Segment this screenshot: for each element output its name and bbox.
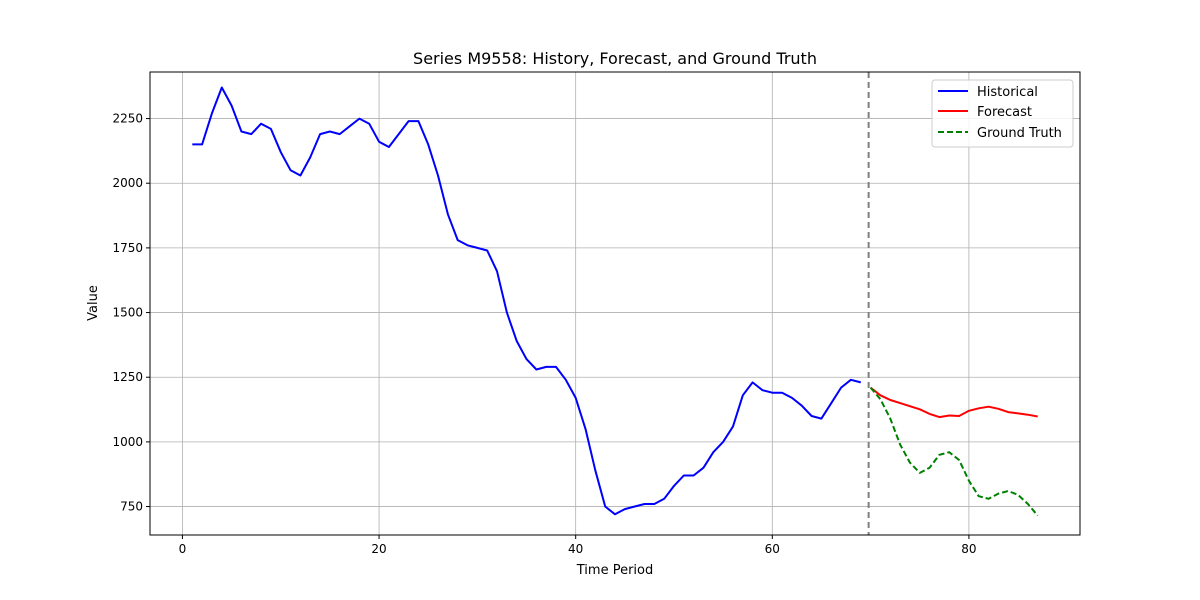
legend-label-historical: Historical bbox=[977, 85, 1038, 100]
x-axis-label: Time Period bbox=[576, 563, 653, 578]
legend-label-forecast: Forecast bbox=[977, 105, 1032, 120]
grid bbox=[150, 72, 1080, 535]
chart-title: Series M9558: History, Forecast, and Gro… bbox=[413, 49, 817, 68]
x-tick-label: 60 bbox=[765, 542, 780, 556]
plot-frame bbox=[149, 71, 1081, 536]
series-line-historical bbox=[192, 86, 862, 516]
ticks: 0 20 40 60 80 750 1000 1250 1500 1750 2000 2250 bbox=[112, 112, 976, 556]
y-tick-label: 2250 bbox=[112, 112, 143, 126]
y-tick-label: 750 bbox=[120, 500, 143, 514]
y-tick-label: 1500 bbox=[112, 306, 143, 320]
y-tick-label: 1250 bbox=[112, 370, 143, 384]
series-line-forecast bbox=[869, 386, 1038, 419]
x-tick-label: 40 bbox=[568, 542, 583, 556]
legend-box bbox=[931, 79, 1074, 148]
x-tick-label: 0 bbox=[179, 542, 187, 556]
x-tick-label: 20 bbox=[371, 542, 386, 556]
y-tick-label: 2000 bbox=[112, 176, 143, 190]
series-layer bbox=[192, 86, 1039, 517]
y-axis-label: Value bbox=[86, 285, 101, 321]
legend: Historical Forecast Ground Truth bbox=[931, 79, 1074, 148]
y-tick-label: 1750 bbox=[112, 241, 143, 255]
x-tick-label: 80 bbox=[961, 542, 976, 556]
legend-label-ground-truth: Ground Truth bbox=[977, 126, 1062, 141]
y-tick-label: 1000 bbox=[112, 435, 143, 449]
